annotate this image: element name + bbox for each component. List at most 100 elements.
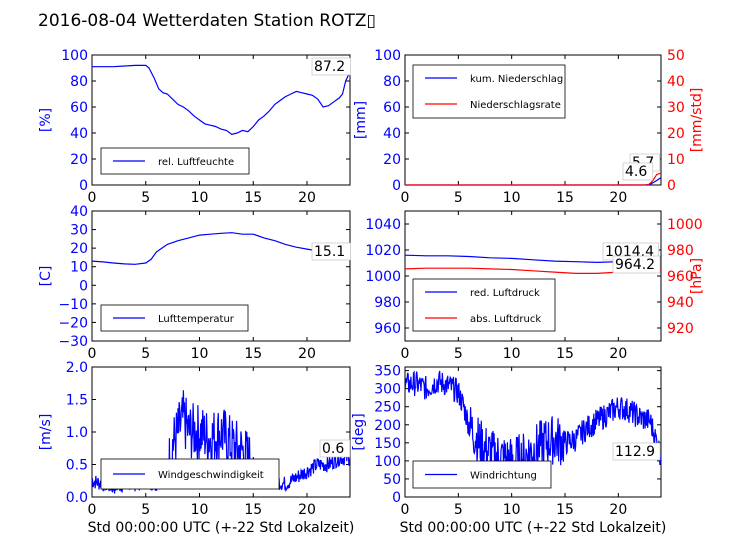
y-tick-label: 20 [383, 152, 401, 168]
y-right-tick-label: 10 [667, 152, 685, 168]
panel-2: 0 5 10 15 20 0 20 40 60 80 100 0 10 20 30 40 50 [mm] [mm/s… [353, 48, 705, 206]
y-tick-label: 0 [79, 278, 88, 294]
y-tick-label: 300 [374, 382, 401, 398]
annotation-value: 4.6 [625, 164, 647, 180]
x-tick-label: 20 [609, 190, 627, 206]
x-tick-label: 20 [298, 502, 316, 518]
y-right-tick-label: 920 [667, 321, 694, 337]
x-tick-label: 15 [556, 190, 574, 206]
x-tick-label: 10 [191, 346, 209, 362]
legend-entry: Windrichtung [470, 471, 537, 482]
x-tick-label: 10 [191, 502, 209, 518]
y-tick-label: 1020 [365, 243, 401, 259]
y-tick-label: 100 [374, 48, 401, 64]
x-tick-label: 0 [401, 190, 410, 206]
x-axis-label: Std 00:00:00 UTC (+-22 Std Lokalzeit) [88, 520, 355, 536]
y-tick-label: 350 [374, 364, 401, 380]
y-axis-label: [mm] [353, 101, 369, 139]
y-right-axis-label: [hPa] [689, 258, 705, 294]
legend-entry: abs. Luftdruck [470, 314, 541, 325]
y-tick-label: 1.0 [66, 425, 88, 441]
y-right-tick-label: 40 [667, 74, 685, 90]
x-tick-label: 15 [244, 190, 262, 206]
y-right-tick-label: 0 [667, 178, 676, 194]
x-tick-label: 10 [503, 502, 521, 518]
y-right-tick-label: 960 [667, 269, 694, 285]
annotation-box [622, 162, 654, 181]
x-tick-label: 20 [609, 502, 627, 518]
y-tick-label: 10 [70, 260, 88, 276]
y-tick-label: 250 [374, 400, 401, 416]
y-tick-label: 40 [70, 204, 88, 220]
legend: red. Luftdruck abs. Luftdruck [412, 278, 556, 332]
x-axis-label: Std 00:00:00 UTC (+-22 Std Lokalzeit) [400, 520, 667, 536]
annotation-value: 964.2 [615, 257, 655, 273]
y-tick-label: 1.5 [66, 393, 88, 409]
y-tick-label: 960 [374, 321, 401, 337]
annotation-value: 15.1 [314, 244, 345, 260]
legend-entry: kum. Niederschlag [470, 74, 563, 85]
x-tick-label: 10 [191, 190, 209, 206]
y-tick-label: 20 [70, 241, 88, 257]
y-tick-label: −10 [58, 297, 88, 313]
figure-title: 2016-08-04 Wetterdaten Station ROTZ▯ [38, 11, 376, 31]
y-axis-label: [deg] [351, 413, 367, 450]
y-tick-label: 150 [374, 436, 401, 452]
legend-box [412, 278, 556, 332]
y-right-tick-label: 940 [667, 295, 694, 311]
x-tick-label: 10 [503, 346, 521, 362]
legend: Windrichtung [412, 460, 552, 489]
y-tick-label: 60 [70, 100, 88, 116]
y-tick-label: 30 [70, 223, 88, 239]
y-right-tick-label: 980 [667, 243, 694, 259]
y-tick-label: 40 [70, 126, 88, 142]
x-tick-label: 5 [454, 190, 463, 206]
x-tick-label: 5 [454, 346, 463, 362]
y-right-tick-label: 50 [667, 48, 685, 64]
legend-entry: Niederschlagsrate [470, 100, 561, 111]
x-tick-label: 15 [244, 502, 262, 518]
legend: kum. Niederschlag Niederschlagsrate [412, 64, 566, 119]
legend-entry: Windgeschwindigkeit [158, 470, 264, 481]
x-tick-label: 5 [141, 346, 150, 362]
series-line-1 [92, 64, 350, 135]
y-tick-label: 50 [383, 472, 401, 488]
y-tick-label: 0.5 [66, 458, 88, 474]
y-tick-label: 20 [70, 152, 88, 168]
x-tick-label: 0 [401, 346, 410, 362]
x-tick-label: 15 [556, 502, 574, 518]
annotation-box [612, 442, 661, 461]
legend-box [100, 147, 250, 175]
x-tick-label: 0 [88, 190, 97, 206]
legend: rel. Luftfeuchte [100, 147, 250, 175]
series-line-2 [405, 172, 661, 185]
y-right-tick-label: 30 [667, 100, 685, 116]
y-tick-label: 80 [70, 74, 88, 90]
annotation-value: 87.2 [314, 59, 345, 75]
y-tick-label: 100 [61, 48, 88, 64]
annotation-box [311, 242, 351, 261]
x-tick-label: 0 [88, 346, 97, 362]
x-tick-label: 20 [298, 190, 316, 206]
legend: Lufttemperatur [100, 304, 249, 332]
y-tick-label: 100 [374, 454, 401, 470]
panel-1: 0 5 10 15 20 0 20 40 60 80 100 [%] rel. Luftfeuchte 8… [38, 48, 351, 206]
y-tick-label: 40 [383, 126, 401, 142]
x-tick-label: 5 [454, 502, 463, 518]
y-tick-label: 1000 [365, 269, 401, 285]
panel-4: 0 5 10 15 20 960 980 1000 1020 1040 920 940 960 980 10… [365, 210, 705, 362]
y-tick-label: 2.0 [66, 360, 88, 376]
x-tick-label: 15 [556, 346, 574, 362]
annotation-box [311, 57, 351, 76]
annotation-box [319, 439, 351, 458]
y-tick-label: 1040 [365, 217, 401, 233]
y-tick-label: −30 [58, 334, 88, 350]
x-tick-label: 5 [141, 502, 150, 518]
y-right-axis-label: [mm/std] [689, 88, 705, 153]
series-line-1 [92, 232, 350, 265]
y-axis-label: [m/s] [38, 414, 54, 451]
y-right-tick-label: 1000 [667, 217, 703, 233]
legend-entry: red. Luftdruck [470, 288, 540, 299]
